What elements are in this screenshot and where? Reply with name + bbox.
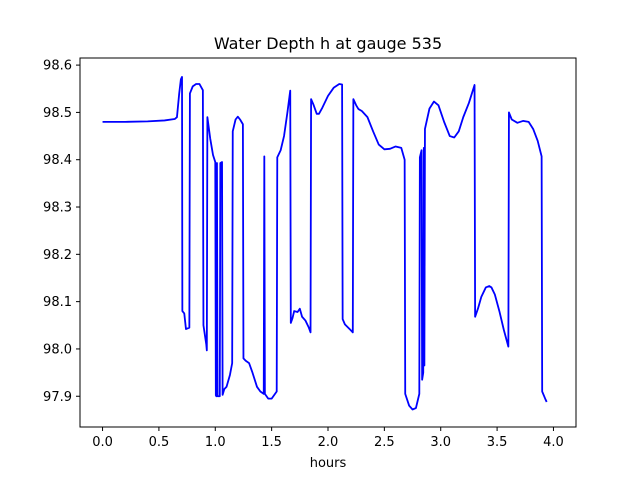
y-tick-label: 98.0 [43, 342, 72, 357]
chart-title: Water Depth h at gauge 535 [214, 34, 442, 53]
x-tick-label: 2.0 [318, 435, 339, 450]
x-tick-label: 2.5 [374, 435, 395, 450]
y-tick-label: 97.9 [43, 390, 72, 405]
plot-frame [79, 57, 577, 428]
y-axis: 97.9 98.0 98.1 98.2 98.3 98.4 98.5 98.6 [43, 59, 80, 405]
x-tick-label: 0.5 [149, 435, 170, 450]
y-tick-label: 98.6 [43, 59, 72, 74]
plot-area [79, 57, 577, 428]
y-tick-label: 98.2 [43, 248, 72, 263]
series-line [102, 76, 548, 411]
y-tick-label: 98.5 [43, 106, 72, 121]
x-axis: 0.0 0.5 1.0 1.5 2.0 2.5 3.0 3.5 4.0 [92, 427, 564, 450]
x-tick-label: 3.0 [430, 435, 451, 450]
x-tick-label: 3.5 [487, 435, 508, 450]
y-tick-label: 98.1 [43, 295, 72, 310]
x-tick-label: 1.5 [261, 435, 282, 450]
y-tick-label: 98.3 [43, 201, 72, 216]
x-tick-label: 4.0 [543, 435, 564, 450]
x-tick-label: 0.0 [92, 435, 113, 450]
x-axis-label: hours [310, 456, 347, 471]
x-tick-label: 1.0 [205, 435, 226, 450]
y-tick-label: 98.4 [43, 153, 72, 168]
